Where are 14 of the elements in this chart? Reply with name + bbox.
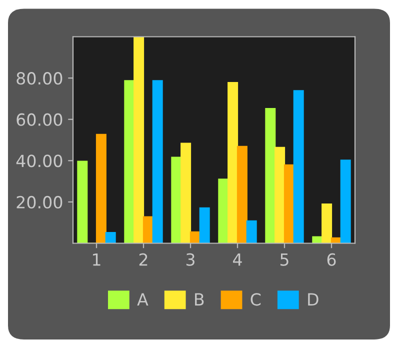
x-tick-label: 5 (280, 253, 288, 266)
legend-label: A (137, 293, 148, 306)
x-tick-label: 6 (327, 253, 336, 266)
x-tick-label: 4 (233, 253, 242, 266)
x-tick-label: 2 (139, 253, 148, 266)
y-tick-label: 80.00 (16, 72, 62, 85)
legend-label: D (308, 293, 318, 306)
legend-label: B (195, 293, 204, 306)
y-tick-label: 20.00 (16, 196, 62, 209)
x-tick-label: 3 (186, 253, 194, 266)
y-tick-label: 40.00 (16, 154, 62, 168)
y-tick-label: 60.00 (16, 113, 62, 126)
x-tick-label: 1 (93, 253, 100, 266)
legend-label: C (250, 293, 261, 306)
